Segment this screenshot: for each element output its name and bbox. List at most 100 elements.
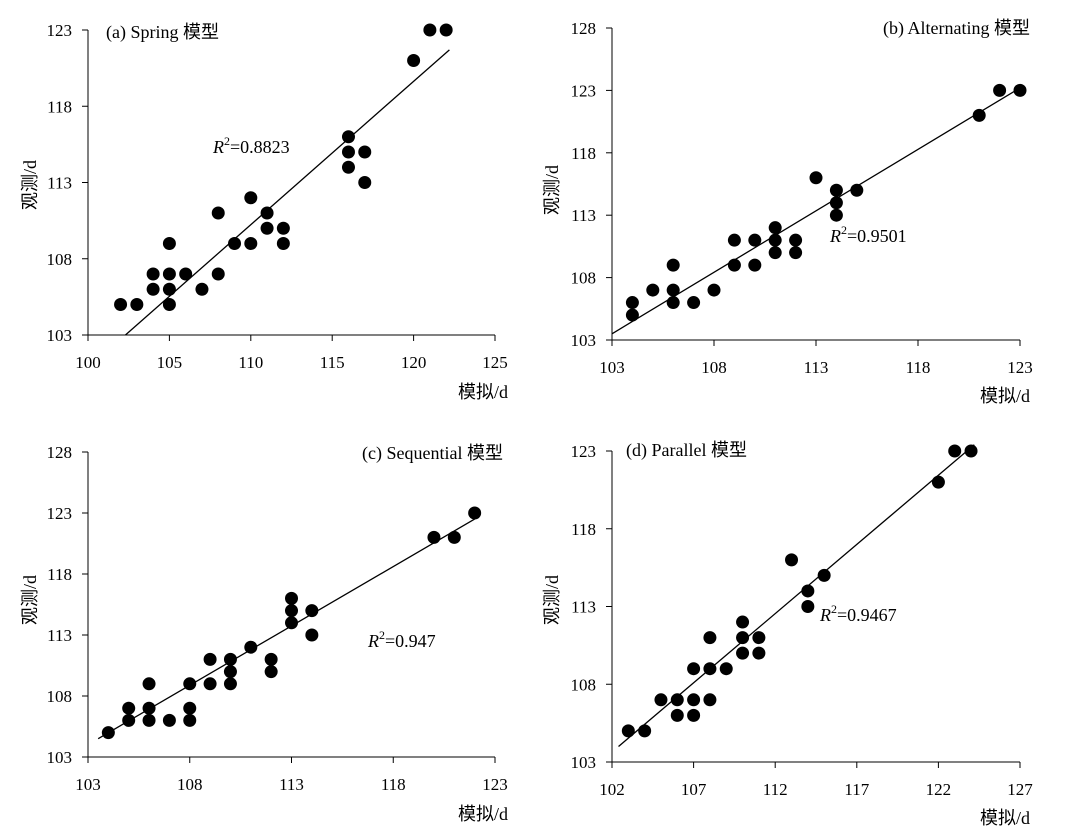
panel-c-data-point: [183, 677, 197, 691]
panel-a-data-point: [244, 191, 258, 205]
panel-b-y-tick-label: 123: [571, 81, 597, 100]
panel-c-data-point: [223, 652, 237, 666]
panel-d-x-tick-label: 127: [1007, 780, 1033, 799]
panel-d-x-tick-label: 102: [599, 780, 625, 799]
panel-c-y-tick-label: 108: [47, 687, 73, 706]
panel-c-data-point: [162, 713, 176, 727]
panel-d-data-point: [931, 475, 945, 489]
panel-c-data-point: [285, 616, 298, 630]
panel-a-data-point: [146, 267, 160, 281]
panel-b-data-point: [829, 208, 843, 222]
panel-c-data-point: [183, 713, 197, 727]
panel-a-data-point: [276, 237, 290, 250]
panel-a-data-point: [439, 23, 453, 37]
panel-c: (c) Sequential 模型 模拟/d 观测/d R2=0.947 103…: [20, 443, 508, 824]
panel-b-title: (b) Alternating 模型: [883, 18, 1030, 39]
panel-c-x-tick-label: 108: [177, 775, 203, 794]
panel-a-data-point: [162, 282, 176, 296]
panel-b-data-point: [707, 283, 721, 297]
panel-b-data-point: [789, 246, 803, 260]
panel-d-data-point: [736, 615, 750, 629]
panel-b-x-tick-label: 118: [906, 358, 931, 377]
panel-b-data-point: [993, 83, 1007, 97]
panel-b-data-point: [748, 233, 762, 247]
panel-c-data-point: [447, 530, 461, 544]
panel-d-y-tick-label: 118: [571, 520, 596, 539]
panel-b-x-tick-label: 103: [599, 358, 625, 377]
panel-a-x-tick-label: 100: [75, 353, 101, 372]
panel-d-title: (d) Parallel 模型: [626, 440, 747, 461]
panel-d-y-tick-label: 108: [571, 675, 597, 694]
panel-c-fit-line: [97, 518, 475, 740]
panel-b-data-point: [625, 296, 639, 310]
panel-c-y-tick-label: 123: [47, 504, 73, 523]
panel-b-fit-line: [611, 87, 1021, 335]
panel-c-y-tick-label: 128: [47, 443, 73, 462]
panel-a-data-point: [146, 282, 160, 296]
panel-a-x-tick-label: 125: [482, 353, 508, 372]
panel-a-data-point: [276, 221, 290, 235]
panel-a-x-tick-label: 115: [320, 353, 345, 372]
panel-b-data-point: [972, 108, 986, 122]
panel-a-data-point: [341, 130, 355, 144]
panel-a-data-point: [195, 282, 209, 296]
panel-c-data-point: [244, 640, 258, 654]
panel-d-y-tick-label: 123: [571, 442, 597, 461]
panel-a-data-point: [130, 298, 144, 311]
panel-b-r2-label: R2=0.9501: [829, 223, 907, 246]
panel-b-y-tick-label: 103: [571, 331, 597, 350]
panel-c-data-point: [122, 713, 136, 727]
panel-b: (b) Alternating 模型 模拟/d 观测/d R2=0.9501 1…: [542, 18, 1033, 406]
panel-c-data-point: [223, 665, 237, 679]
panel-a-data-point: [162, 237, 176, 250]
panel-c-data-point: [142, 677, 156, 691]
panel-b-data-point: [666, 258, 680, 272]
panel-b-data-point: [1013, 83, 1027, 97]
panel-d-data-point: [638, 724, 652, 738]
panel-d-data-point: [703, 662, 717, 676]
panel-d-data-point: [785, 553, 799, 567]
panel-a-data-point: [260, 221, 274, 235]
panel-c-data-point: [183, 701, 197, 715]
panel-b-data-point: [809, 171, 823, 185]
panel-c-r2-label: R2=0.947: [367, 628, 436, 651]
panel-a-y-tick-label: 103: [47, 326, 73, 345]
panel-a-data-point: [244, 237, 258, 250]
panel-c-y-tick-label: 113: [47, 626, 72, 645]
panel-b-data-point: [727, 258, 741, 272]
panel-d-data-point: [801, 600, 815, 613]
panel-c-data-point: [203, 652, 217, 666]
panel-a-fit-line: [125, 49, 450, 336]
panel-d-xlabel: 模拟/d: [980, 808, 1030, 828]
panel-a-data-point: [407, 54, 421, 67]
panel-c-x-tick-label: 103: [75, 775, 101, 794]
panel-c-data-point: [285, 591, 298, 605]
panel-d-x-tick-label: 112: [763, 780, 788, 799]
panel-b-data-point: [789, 233, 803, 247]
panel-a-data-point: [211, 267, 225, 281]
panel-d-data-point: [670, 693, 684, 707]
panel-b-x-tick-label: 123: [1007, 358, 1033, 377]
panel-b-ylabel: 观测/d: [542, 165, 562, 215]
panel-c-data-point: [427, 530, 441, 544]
panel-a-x-tick-label: 105: [157, 353, 183, 372]
panel-c-data-point: [468, 506, 482, 520]
panel-a-data-point: [162, 298, 176, 311]
panel-a-data-point: [358, 176, 372, 189]
panel-c-x-tick-label: 118: [381, 775, 406, 794]
panel-b-y-tick-label: 108: [571, 269, 597, 288]
panel-d-y-tick-label: 103: [571, 753, 597, 772]
panel-b-data-point: [829, 183, 843, 197]
panel-b-x-tick-label: 108: [701, 358, 727, 377]
panel-b-data-point: [768, 246, 782, 260]
panel-c-data-point: [305, 604, 319, 618]
panel-c-data-point: [142, 701, 156, 715]
panel-d: (d) Parallel 模型 模拟/d 观测/d R2=0.9467 102 1…: [542, 440, 1033, 828]
panel-a-data-point: [423, 23, 437, 37]
panel-c-data-point: [264, 665, 278, 679]
panel-d-y-tick-label: 113: [571, 598, 596, 617]
panel-d-data-point: [719, 662, 733, 676]
panel-b-y-tick-label: 128: [571, 19, 597, 38]
panel-b-y-tick-label: 113: [571, 206, 596, 225]
panel-d-data-point: [736, 646, 750, 660]
